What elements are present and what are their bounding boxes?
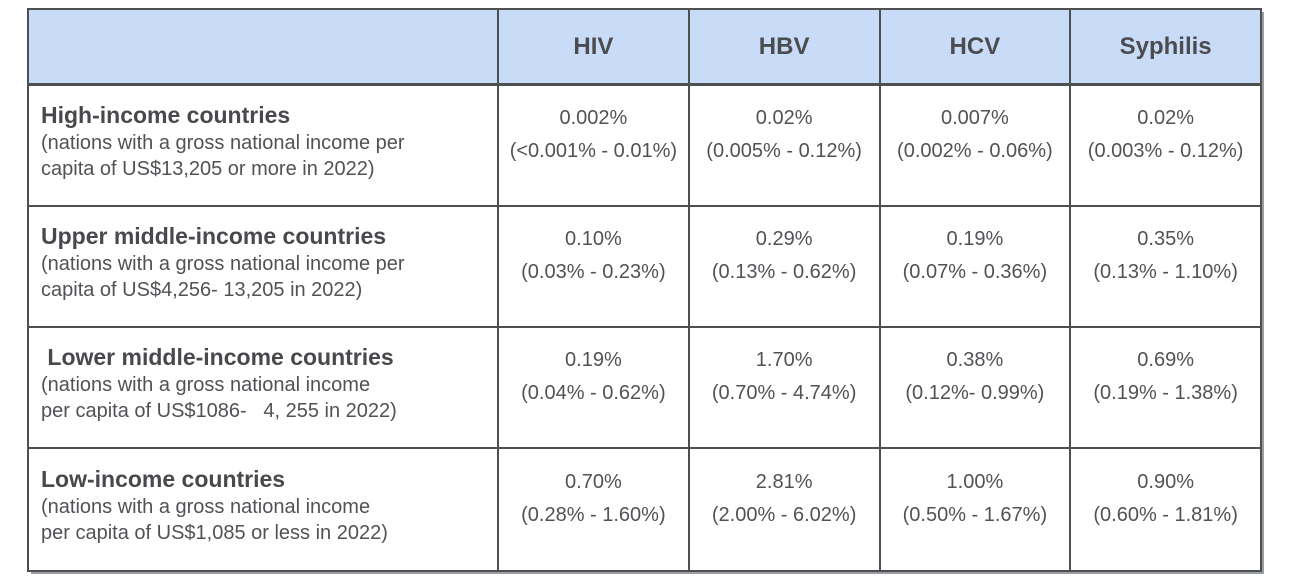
row-title: Low-income countries	[41, 465, 286, 492]
table-row-lower-middle-income: Lower middle-income countries (nations w…	[29, 328, 1260, 449]
row-description: (nations with a gross national income pe…	[41, 374, 397, 423]
prevalence-range: (<0.001% - 0.01%)	[509, 140, 678, 162]
cell-upper-middle-hcv: 0.19% (0.07% - 0.36%)	[878, 207, 1070, 328]
row-label: Lower middle-income countries (nations w…	[29, 328, 497, 449]
prevalence-estimate: 1.00%	[946, 471, 1004, 493]
prevalence-estimate: 0.70%	[565, 471, 622, 493]
cell-lower-middle-hbv: 1.70% (0.70% - 4.74%)	[687, 328, 879, 449]
prevalence-range: (0.002% - 0.06%)	[897, 140, 1053, 162]
header-row: HIV HBV HCV Syphilis	[29, 10, 1260, 86]
prevalence-estimate: 1.70%	[755, 349, 813, 371]
prevalence-range: (0.12%- 0.99%)	[905, 382, 1045, 404]
prevalence-estimate: 0.10%	[565, 228, 622, 250]
prevalence-estimate: 0.29%	[755, 228, 813, 250]
row-title: Lower middle-income countries	[41, 343, 394, 370]
cell-high-income-syphilis: 0.02% (0.003% - 0.12%)	[1069, 86, 1260, 207]
prevalence-estimate: 0.02%	[755, 107, 813, 129]
cell-lower-middle-syphilis: 0.69% (0.19% - 1.38%)	[1069, 328, 1260, 449]
table-row-low-income: Low-income countries (nations with a gro…	[29, 449, 1260, 570]
prevalence-range: (0.13% - 1.10%)	[1093, 261, 1238, 283]
prevalence-range: (0.04% - 0.62%)	[521, 382, 666, 404]
cell-low-income-hbv: 2.81% (2.00% - 6.02%)	[687, 449, 879, 570]
row-description: (nations with a gross national income pe…	[41, 132, 405, 181]
prevalence-range: (0.13% - 0.62%)	[711, 261, 857, 283]
prevalence-range: (0.003% - 0.12%)	[1087, 140, 1244, 162]
prevalence-range: (0.50% - 1.67%)	[902, 504, 1048, 526]
cell-upper-middle-hiv: 0.10% (0.03% - 0.23%)	[497, 207, 688, 328]
prevalence-range: (0.07% - 0.36%)	[902, 261, 1048, 283]
table-row-high-income: High-income countries (nations with a gr…	[29, 86, 1260, 207]
prevalence-estimate: 0.69%	[1137, 349, 1194, 371]
row-description: (nations with a gross national income pe…	[41, 496, 388, 545]
cell-upper-middle-hbv: 0.29% (0.13% - 0.62%)	[687, 207, 879, 328]
prevalence-estimate: 0.002%	[559, 107, 628, 129]
prevalence-range: (0.03% - 0.23%)	[521, 261, 666, 283]
cell-lower-middle-hcv: 0.38% (0.12%- 0.99%)	[878, 328, 1070, 449]
cell-low-income-hiv: 0.70% (0.28% - 1.60%)	[497, 449, 688, 570]
column-header-hcv: HCV	[878, 10, 1070, 86]
prevalence-estimate: 2.81%	[755, 471, 813, 493]
prevalence-estimate: 0.007%	[940, 107, 1009, 129]
prevalence-estimate: 0.90%	[1137, 471, 1194, 493]
prevalence-estimate: 0.38%	[946, 349, 1004, 371]
cell-upper-middle-syphilis: 0.35% (0.13% - 1.10%)	[1069, 207, 1260, 328]
cell-high-income-hbv: 0.02% (0.005% - 0.12%)	[687, 86, 879, 207]
row-title: Upper middle-income countries	[41, 222, 387, 249]
prevalence-estimate: 0.02%	[1137, 107, 1194, 129]
table-row-upper-middle-income: Upper middle-income countries (nations w…	[29, 207, 1260, 328]
column-header-syphilis: Syphilis	[1069, 10, 1260, 86]
prevalence-range: (0.19% - 1.38%)	[1093, 382, 1238, 404]
prevalence-range: (0.005% - 0.12%)	[706, 140, 862, 162]
prevalence-estimate: 0.19%	[946, 228, 1004, 250]
prevalence-estimate: 0.19%	[565, 349, 622, 371]
cell-high-income-hiv: 0.002% (<0.001% - 0.01%)	[497, 86, 688, 207]
row-title: High-income countries	[41, 101, 291, 128]
prevalence-table: HIV HBV HCV Syphilis High-income countri…	[27, 8, 1262, 572]
prevalence-estimate: 0.35%	[1137, 228, 1194, 250]
column-header-hiv: HIV	[497, 10, 688, 86]
prevalence-range: (0.60% - 1.81%)	[1093, 504, 1238, 526]
row-label: Upper middle-income countries (nations w…	[29, 207, 497, 328]
row-description: (nations with a gross national income pe…	[41, 253, 405, 302]
cell-high-income-hcv: 0.007% (0.002% - 0.06%)	[878, 86, 1070, 207]
cell-low-income-hcv: 1.00% (0.50% - 1.67%)	[878, 449, 1070, 570]
corner-cell	[29, 10, 497, 86]
prevalence-range: (0.28% - 1.60%)	[521, 504, 666, 526]
prevalence-range: (2.00% - 6.02%)	[711, 504, 857, 526]
cell-low-income-syphilis: 0.90% (0.60% - 1.81%)	[1069, 449, 1260, 570]
prevalence-range: (0.70% - 4.74%)	[711, 382, 857, 404]
row-label: High-income countries (nations with a gr…	[29, 86, 497, 207]
cell-lower-middle-hiv: 0.19% (0.04% - 0.62%)	[497, 328, 688, 449]
row-label: Low-income countries (nations with a gro…	[29, 449, 497, 570]
column-header-hbv: HBV	[687, 10, 879, 86]
